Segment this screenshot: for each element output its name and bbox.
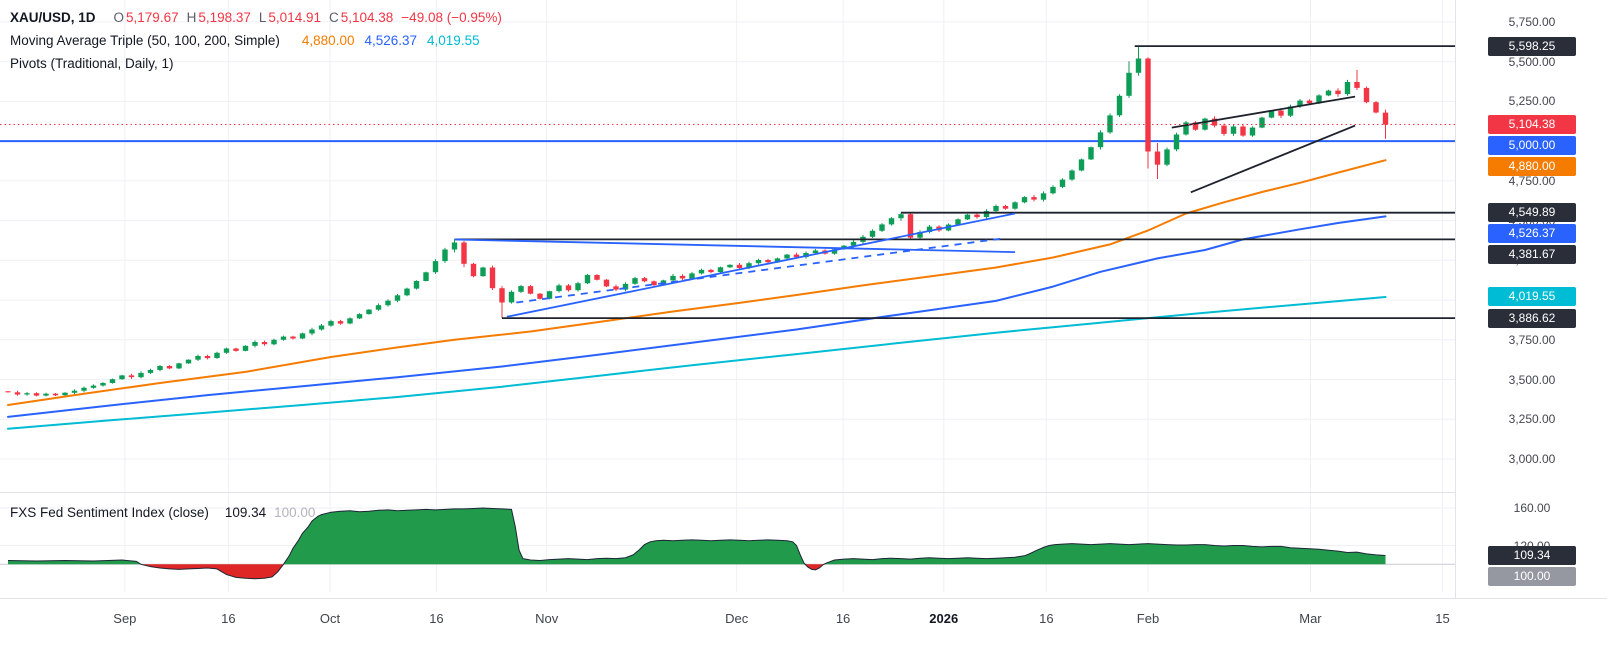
ma100-value: 4,526.37 [364,33,418,48]
axis-tick-label: 5,250.00 [1508,94,1556,109]
high-label: H [186,10,197,25]
wedge-line [1190,124,1356,194]
axis-tick-label: 3,500.00 [1508,372,1556,387]
trend-line [516,237,1006,304]
main-legend: XAU/USD, 1D O 5,179.67 H 5,198.37 L 5,014.91 C 5… [10,6,502,75]
time-tick-label: Nov [535,611,559,626]
time-tick-label: 16 [835,611,851,626]
sma-200-line [7,296,1387,430]
high-value: 5,198.37 [198,10,251,25]
chart-grid [0,0,1455,592]
time-tick-label: Sep [113,611,137,626]
sma-50-line [7,159,1387,406]
low-value: 5,014.91 [268,10,321,25]
price-badge: 4,381.67 [1488,245,1576,265]
price-badge: 5,598.25 [1488,36,1576,56]
drawings [454,45,1455,320]
low-label: L [258,10,267,25]
moving-averages [7,159,1387,430]
axis-tick-label: 5,500.00 [1508,54,1556,69]
price-badge: 4,019.55 [1488,287,1576,307]
sma-100-line [7,215,1387,418]
pivots-indicator-row: Pivots (Traditional, Daily, 1) [10,52,502,75]
time-tick-label: 16 [221,611,236,626]
close-value: 5,104.38 [340,10,394,25]
wedge-line [1171,95,1356,129]
trend-line [506,212,1016,318]
sentiment-positive-area [8,508,1386,565]
axis-tick-label: 5,750.00 [1508,14,1556,29]
price-badge: 5,104.38 [1488,115,1576,135]
axis-tick-label: 4,750.00 [1508,173,1556,188]
trend-line [454,238,1016,253]
time-tick-label: Oct [319,611,341,626]
time-tick-label: 16 [1039,611,1054,626]
price-badge: 109.34 [1488,545,1576,565]
sentiment-negative-area [8,564,1386,579]
ma200-value: 4,019.55 [427,33,480,48]
price-badge: 4,526.37 [1488,224,1576,244]
symbol-title[interactable]: XAU/USD, 1D [10,10,96,25]
price-badge: 4,880.00 [1488,157,1576,177]
price-badge: 100.00 [1488,566,1576,586]
time-tick-label: Dec [725,611,749,626]
ma50-value: 4,880.00 [301,33,355,48]
price-badge: 3,886.62 [1488,308,1576,328]
close-label: C [328,10,339,25]
main-chart-canvas[interactable] [0,0,1455,598]
axis-tick-label: 3,250.00 [1508,412,1556,427]
candlestick-series [5,46,1389,397]
time-tick-label: Feb [1136,611,1160,626]
ma-indicator-row: Moving Average Triple (50, 100, 200, Sim… [10,29,502,52]
sentiment-current-value: 109.34 [224,505,267,520]
pivots-indicator-title[interactable]: Pivots (Traditional, Daily, 1) [10,56,174,71]
price-badge: 5,000.00 [1488,136,1576,156]
sentiment-baseline-value: 100.00 [274,505,316,520]
sentiment-area-series [0,507,1455,580]
sentiment-legend: FXS Fed Sentiment Index (close) 109.34 100… [10,501,315,524]
open-label: O [113,10,125,25]
time-axis[interactable]: Sep 16 Oct 16 Nov Dec 16 2026 16 Feb Mar 15 [0,598,1607,649]
time-tick-label: Mar [1299,611,1322,626]
open-value: 5,179.67 [126,10,179,25]
price-badge: 4,549.89 [1488,203,1576,223]
time-tick-label: 2026 [929,611,959,626]
axis-tick-label: 3,000.00 [1508,452,1556,466]
time-tick-label: 15 [1435,611,1450,626]
time-tick-label: 16 [429,611,444,626]
change-value: −49.08 (−0.95%) [401,10,502,25]
price-axis[interactable]: 5,750.00 5,500.00 5,250.00 5,000.00 4,750.00… [1455,0,1607,598]
axis-tick-label: 3,750.00 [1508,332,1556,347]
axis-tick-label: 160.00 [1513,501,1551,515]
ma-indicator-title[interactable]: Moving Average Triple (50, 100, 200, Sim… [10,33,280,48]
sentiment-indicator-title[interactable]: FXS Fed Sentiment Index (close) [10,505,209,520]
symbol-row: XAU/USD, 1D O 5,179.67 H 5,198.37 L 5,014.91 C 5… [10,6,502,29]
